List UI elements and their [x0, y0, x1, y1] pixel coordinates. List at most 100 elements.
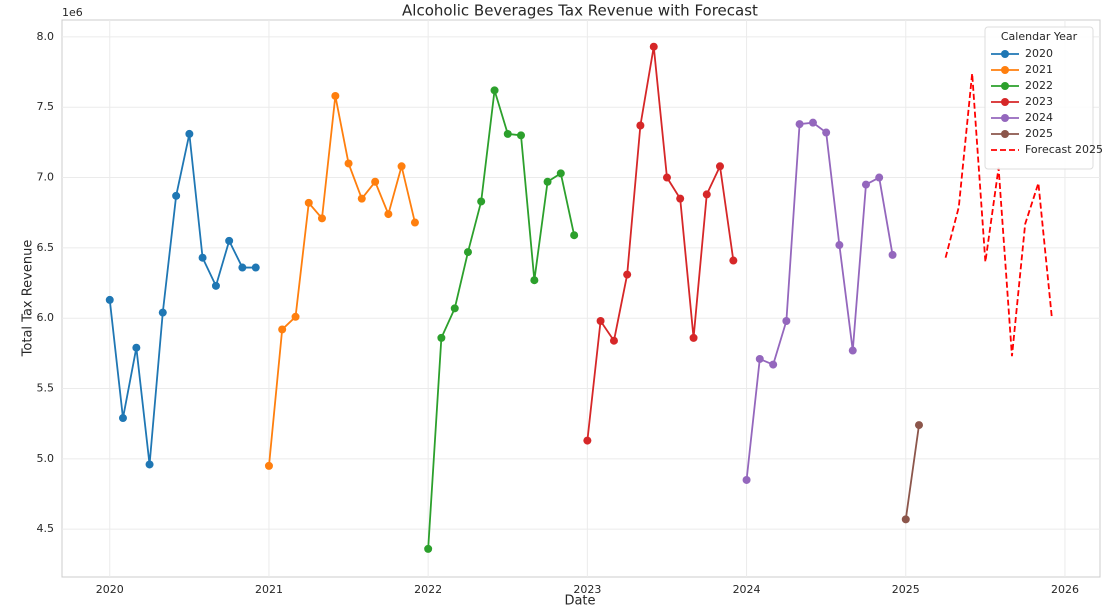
point — [530, 276, 539, 285]
legend-label: 2022 — [1025, 79, 1053, 92]
grid — [62, 20, 1100, 577]
y-tick-label: 6.5 — [37, 241, 55, 254]
point — [450, 304, 459, 313]
point — [198, 253, 207, 262]
point — [848, 346, 857, 355]
point — [715, 162, 724, 171]
point — [371, 177, 380, 186]
point — [238, 263, 247, 272]
y-offset: 1e6 — [62, 6, 83, 19]
point — [662, 173, 671, 182]
point — [901, 515, 910, 524]
point — [437, 333, 446, 342]
point — [105, 295, 114, 304]
point — [570, 231, 579, 240]
point — [516, 131, 525, 140]
y-tick-label: 6.0 — [37, 311, 55, 324]
point — [397, 162, 406, 171]
point — [914, 421, 923, 430]
legend-label: Forecast 2025 — [1025, 143, 1103, 156]
point — [636, 121, 645, 130]
point — [132, 343, 141, 352]
point — [278, 325, 287, 334]
point — [463, 248, 472, 257]
y-tick-label: 5.0 — [37, 452, 55, 465]
point — [596, 317, 605, 326]
point — [609, 336, 618, 345]
point — [477, 197, 486, 206]
point — [583, 436, 592, 445]
point — [304, 198, 313, 207]
x-tick-label: 2023 — [573, 583, 601, 596]
point — [264, 461, 273, 470]
x-tick-label: 2022 — [414, 583, 442, 596]
point — [689, 333, 698, 342]
point — [225, 236, 234, 245]
point — [145, 460, 154, 469]
series-line — [108, 133, 256, 465]
point — [503, 129, 512, 138]
point — [755, 354, 764, 363]
legend-marker — [1001, 50, 1009, 58]
x-tick-label: 2026 — [1051, 583, 1079, 596]
point — [357, 194, 366, 203]
chart-title: Alcoholic Beverages Tax Revenue with For… — [402, 2, 758, 20]
y-axis-label: Total Tax Revenue — [21, 240, 36, 358]
x-axis-label: Date — [564, 594, 595, 609]
legend-label: 2021 — [1025, 63, 1053, 76]
legend-title: Calendar Year — [1001, 30, 1078, 43]
legend-marker — [1001, 98, 1009, 106]
y-tick-label: 7.5 — [37, 100, 55, 113]
point — [556, 169, 565, 178]
y-tick-label: 8.0 — [37, 30, 55, 43]
point — [623, 270, 632, 279]
point — [861, 180, 870, 189]
point — [742, 475, 751, 484]
point — [888, 250, 897, 259]
point — [769, 360, 778, 369]
point — [118, 414, 127, 423]
point — [185, 129, 194, 138]
point — [822, 128, 831, 137]
legend-marker — [1001, 82, 1009, 90]
point — [344, 159, 353, 168]
x-tick-label: 2024 — [733, 583, 761, 596]
point — [424, 544, 433, 553]
point — [782, 317, 791, 326]
y-tick-label: 7.0 — [37, 171, 55, 184]
x-tick-label: 2021 — [255, 583, 283, 596]
legend-label: 2025 — [1025, 127, 1053, 140]
point — [543, 177, 552, 186]
legend-marker — [1001, 130, 1009, 138]
point — [172, 191, 181, 200]
point — [331, 91, 340, 100]
x-tick-label: 2020 — [96, 583, 124, 596]
point — [835, 241, 844, 250]
series-line — [268, 95, 416, 466]
point — [490, 86, 499, 95]
point — [676, 194, 685, 203]
point — [410, 218, 419, 227]
point — [384, 210, 393, 219]
point — [291, 312, 300, 321]
y-tick-label: 5.5 — [37, 382, 55, 395]
plot-frame — [61, 19, 1101, 578]
series-line — [427, 90, 576, 549]
point — [158, 308, 167, 317]
series-line — [904, 424, 920, 520]
x-tick-label: 2025 — [892, 583, 920, 596]
point — [808, 118, 817, 127]
y-tick-label: 4.5 — [37, 522, 55, 535]
legend-label: 2024 — [1025, 111, 1053, 124]
point — [795, 120, 804, 129]
series-line — [586, 46, 735, 441]
point — [875, 173, 884, 182]
point — [702, 190, 711, 199]
legend-label: 2023 — [1025, 95, 1053, 108]
point — [211, 281, 220, 290]
series-line — [745, 121, 894, 481]
legend-marker — [1001, 66, 1009, 74]
point — [251, 263, 260, 272]
legend-label: 2020 — [1025, 47, 1053, 60]
